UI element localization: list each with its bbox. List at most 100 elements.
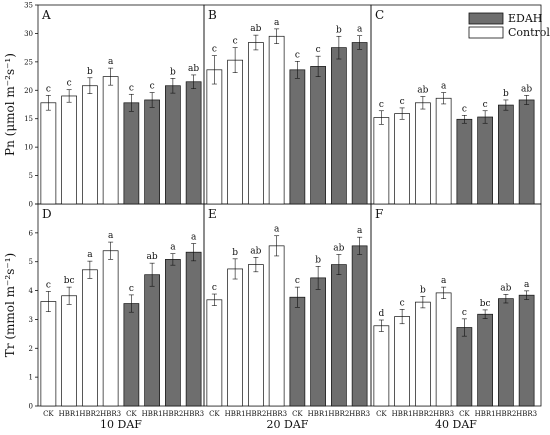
significance-label: c — [67, 79, 72, 89]
bar-A-edah-hbr2 — [165, 85, 181, 205]
group-label: 40 DAF — [435, 418, 477, 431]
x-tick-label: HBR1 — [475, 410, 496, 418]
y-tick-label: 6 — [29, 229, 34, 237]
x-tick-label: HBR3 — [433, 410, 454, 418]
significance-label: c — [212, 283, 217, 293]
y-tick-label: 20 — [24, 87, 33, 95]
bar-F-edah-hbr3 — [518, 294, 535, 407]
bar-C-control-ck — [373, 117, 390, 205]
significance-label: d — [378, 309, 384, 319]
y-tick-label: 35 — [24, 2, 33, 10]
significance-label: b — [336, 25, 342, 35]
x-tick-label: HBR1 — [392, 410, 413, 418]
significance-label: a — [524, 280, 530, 290]
significance-label: c — [483, 100, 488, 110]
bar-C-edah-hbr2 — [498, 104, 514, 205]
x-tick-label: HBR2 — [328, 410, 349, 418]
significance-label: c — [212, 45, 217, 55]
significance-label: c — [295, 276, 300, 286]
significance-label: c — [400, 97, 405, 107]
significance-label: bc — [64, 276, 75, 286]
significance-label: a — [357, 226, 363, 236]
legend-swatch-edah — [468, 12, 504, 25]
panel-label-C: C — [375, 8, 384, 22]
y-tick-label: 0 — [29, 403, 33, 411]
y-tick-label: 5 — [29, 172, 33, 180]
panel-label-B: B — [208, 8, 217, 22]
y-tick-label: 2 — [29, 345, 33, 353]
significance-label: c — [462, 308, 467, 318]
bar-D-control-hbr1 — [61, 295, 77, 407]
bar-C-edah-hbr1 — [477, 116, 493, 205]
group-label: 10 DAF — [100, 418, 142, 431]
bar-E-control-ck — [206, 299, 223, 407]
significance-label: a — [170, 243, 176, 253]
x-tick-label: HBR1 — [225, 410, 246, 418]
chart-marks — [40, 28, 535, 407]
panel-label-F: F — [375, 207, 383, 221]
significance-label: c — [233, 37, 238, 47]
significance-label: a — [274, 18, 280, 28]
significance-label: a — [108, 231, 114, 241]
y-axis-title: Tr (mmol m⁻²s⁻¹) — [3, 253, 17, 357]
bar-B-edah-hbr2 — [331, 47, 347, 205]
bar-E-edah-hbr3 — [351, 245, 368, 407]
x-tick-label: CK — [43, 410, 54, 418]
x-tick-label: HBR2 — [162, 410, 183, 418]
x-tick-label: CK — [459, 410, 470, 418]
legend-label-edah: EDAH — [508, 12, 542, 25]
bar-B-control-hbr2 — [248, 42, 264, 205]
group-label: 20 DAF — [267, 418, 309, 431]
bar-A-control-hbr3 — [102, 76, 119, 205]
significance-label: ab — [500, 283, 511, 293]
panel-label-E: E — [208, 207, 217, 221]
significance-label: b — [170, 67, 176, 77]
x-tick-label: HBR3 — [183, 410, 204, 418]
bar-D-control-hbr3 — [102, 250, 119, 407]
bar-D-edah-hbr3 — [185, 251, 202, 407]
bar-D-control-ck — [40, 301, 57, 407]
x-tick-label: HBR3 — [100, 410, 121, 418]
significance-label: a — [87, 250, 93, 260]
x-tick-label: HBR2 — [412, 410, 433, 418]
y-tick-label: 30 — [24, 30, 33, 38]
x-tick-label: CK — [126, 410, 137, 418]
bar-E-edah-hbr1 — [310, 277, 326, 407]
bar-E-control-hbr1 — [227, 268, 243, 407]
significance-label: c — [462, 104, 467, 114]
panel-label-D: D — [42, 207, 52, 221]
bar-B-edah-hbr3 — [351, 42, 368, 205]
significance-label: a — [357, 25, 363, 35]
significance-label: ab — [417, 86, 428, 96]
significance-label: b — [420, 285, 426, 295]
bar-A-edah-ck — [123, 102, 140, 205]
bar-A-control-hbr1 — [61, 95, 77, 205]
y-tick-label: 25 — [24, 58, 33, 66]
panel-label-A: A — [41, 8, 51, 22]
significance-label: ab — [250, 246, 261, 256]
significance-label: a — [441, 82, 447, 92]
y-tick-label: 5 — [29, 258, 33, 266]
y-tick-label: 10 — [24, 144, 33, 152]
bar-B-edah-hbr1 — [310, 66, 326, 205]
significance-label: a — [274, 225, 280, 235]
x-tick-label: CK — [376, 410, 387, 418]
significance-label: ab — [333, 244, 344, 254]
bar-C-control-hbr2 — [415, 102, 431, 205]
x-tick-label: HBR2 — [245, 410, 266, 418]
bar-D-edah-hbr1 — [144, 274, 160, 407]
significance-label: b — [232, 248, 238, 258]
bar-F-control-ck — [373, 325, 390, 407]
x-tick-label: HBR1 — [59, 410, 80, 418]
bar-C-control-hbr3 — [435, 97, 452, 205]
significance-label: c — [150, 82, 155, 92]
bar-A-edah-hbr1 — [144, 99, 160, 205]
panel-frame-F — [370, 203, 542, 407]
bar-A-control-ck — [40, 102, 57, 205]
bar-F-edah-hbr1 — [477, 313, 493, 407]
significance-label: ab — [188, 64, 199, 74]
bar-D-edah-ck — [123, 303, 140, 407]
x-tick-label: HBR1 — [308, 410, 329, 418]
x-tick-label: CK — [292, 410, 303, 418]
